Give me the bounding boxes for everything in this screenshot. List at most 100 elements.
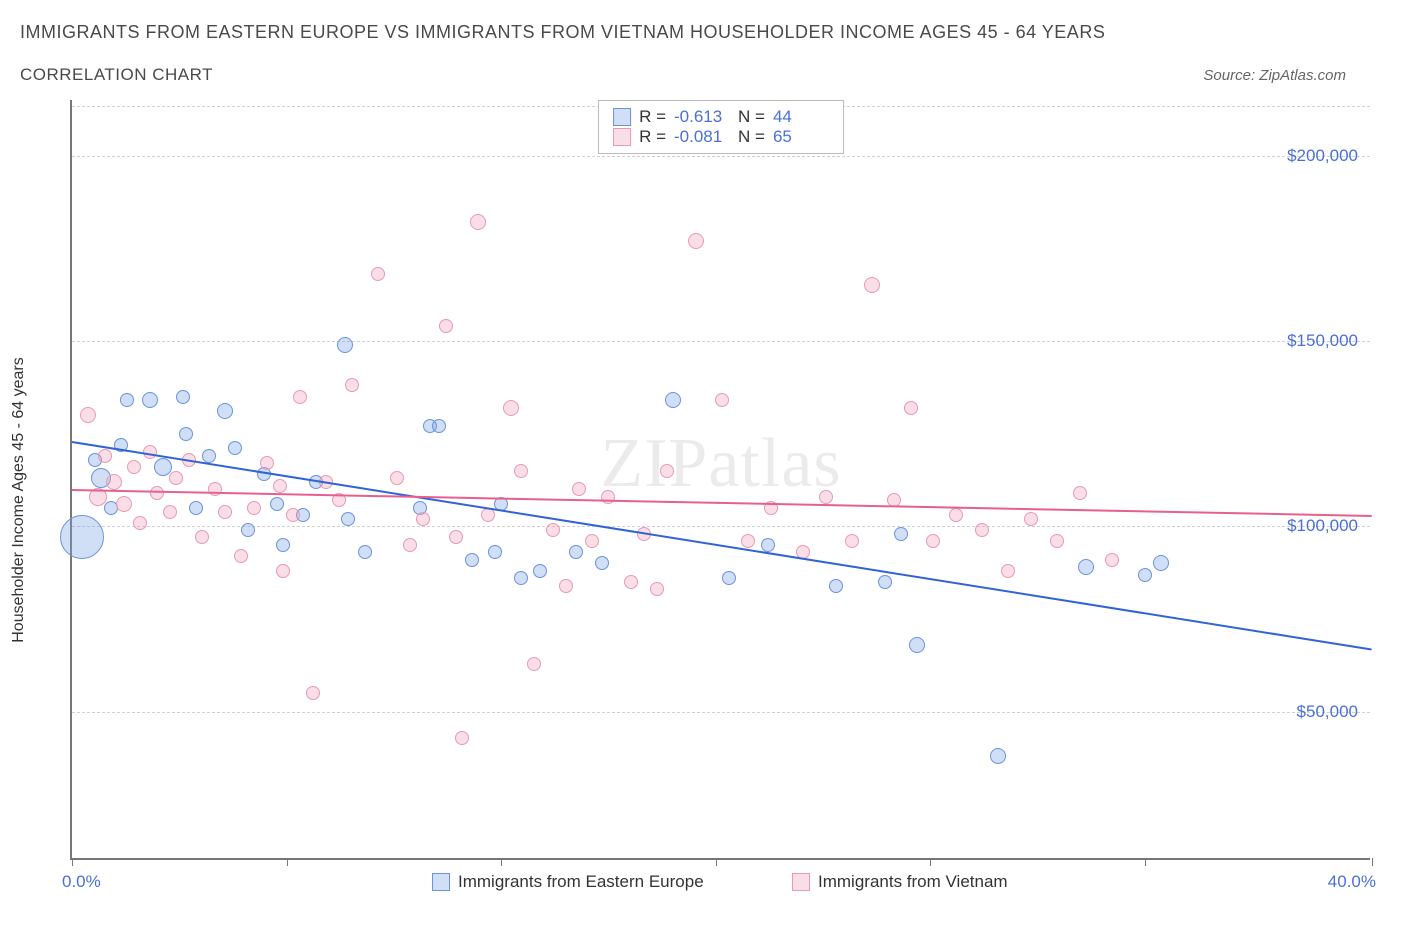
scatter-point [585, 534, 599, 548]
scatter-point [488, 545, 502, 559]
x-tick [716, 858, 717, 866]
scatter-point [990, 748, 1006, 764]
y-tick-label: $50,000 [1297, 702, 1358, 722]
scatter-point [80, 407, 96, 423]
scatter-point [286, 508, 300, 522]
scatter-point [829, 579, 843, 593]
scatter-point [169, 471, 183, 485]
gridline [72, 526, 1370, 527]
scatter-point [1073, 486, 1087, 500]
scatter-point [306, 686, 320, 700]
legend-swatch-icon [792, 873, 810, 891]
scatter-point [176, 390, 190, 404]
source-name: ZipAtlas.com [1259, 67, 1346, 84]
scatter-point [106, 474, 122, 490]
scatter-point [569, 545, 583, 559]
scatter-point [465, 553, 479, 567]
x-tick [1372, 858, 1373, 866]
scatter-point [1050, 534, 1064, 548]
y-tick-label: $150,000 [1287, 331, 1358, 351]
scatter-point [116, 496, 132, 512]
scatter-point [218, 505, 232, 519]
scatter-point [208, 482, 222, 496]
scatter-point [665, 392, 681, 408]
n-label: N = [738, 107, 765, 127]
scatter-point [904, 401, 918, 415]
chart-subtitle: CORRELATION CHART [20, 65, 213, 85]
scatter-point [455, 731, 469, 745]
scatter-point [60, 515, 104, 559]
x-tick [287, 858, 288, 866]
scatter-point [741, 534, 755, 548]
scatter-point [127, 460, 141, 474]
scatter-point [1138, 568, 1152, 582]
scatter-point [514, 571, 528, 585]
scatter-point [864, 277, 880, 293]
scatter-point [276, 564, 290, 578]
scatter-point [926, 534, 940, 548]
scatter-point [688, 233, 704, 249]
subtitle-row: CORRELATION CHART Source: ZipAtlas.com [20, 65, 1386, 85]
trend-line [72, 489, 1372, 517]
legend-label: Immigrants from Vietnam [818, 872, 1008, 892]
y-tick-label: $100,000 [1287, 516, 1358, 536]
scatter-point [949, 508, 963, 522]
scatter-point [894, 527, 908, 541]
scatter-point [358, 545, 372, 559]
scatter-point [341, 512, 355, 526]
scatter-point [660, 464, 674, 478]
source-prefix: Source: [1203, 67, 1259, 84]
correlation-legend: R = -0.613 N = 44 R = -0.081 N = 65 [598, 100, 844, 154]
scatter-point [1001, 564, 1015, 578]
chart-title: IMMIGRANTS FROM EASTERN EUROPE VS IMMIGR… [20, 22, 1386, 43]
scatter-point [1153, 555, 1169, 571]
y-axis-label: Householder Income Ages 45 - 64 years [10, 357, 28, 643]
n-value-2: 65 [773, 127, 829, 147]
scatter-point [247, 501, 261, 515]
scatter-point [228, 441, 242, 455]
scatter-point [432, 419, 446, 433]
scatter-point [403, 538, 417, 552]
chart-container: Householder Income Ages 45 - 64 years ZI… [20, 100, 1386, 910]
scatter-point [276, 538, 290, 552]
scatter-point [202, 449, 216, 463]
legend-swatch-1 [613, 108, 631, 126]
bottom-legend-1: Immigrants from Eastern Europe [432, 872, 704, 892]
scatter-point [595, 556, 609, 570]
scatter-point [217, 403, 233, 419]
scatter-point [527, 657, 541, 671]
r-label-2: R = [639, 127, 666, 147]
source-credit: Source: ZipAtlas.com [1203, 67, 1346, 84]
scatter-point [819, 490, 833, 504]
scatter-point [1024, 512, 1038, 526]
x-tick [501, 858, 502, 866]
corr-row-2: R = -0.081 N = 65 [613, 127, 829, 147]
scatter-point [503, 400, 519, 416]
scatter-point [163, 505, 177, 519]
scatter-point [439, 319, 453, 333]
scatter-point [1078, 559, 1094, 575]
y-tick-label: $200,000 [1287, 146, 1358, 166]
r-value-1: -0.613 [674, 107, 730, 127]
watermark: ZIPatlas [600, 424, 841, 504]
scatter-point [449, 530, 463, 544]
scatter-point [179, 427, 193, 441]
corr-row-1: R = -0.613 N = 44 [613, 107, 829, 127]
scatter-point [624, 575, 638, 589]
r-value-2: -0.081 [674, 127, 730, 147]
scatter-point [650, 582, 664, 596]
chart-header: IMMIGRANTS FROM EASTERN EUROPE VS IMMIGR… [0, 0, 1406, 85]
scatter-point [761, 538, 775, 552]
plot-area: ZIPatlas R = -0.613 N = 44 R = -0.081 N … [70, 100, 1370, 860]
scatter-point [189, 501, 203, 515]
x-tick [930, 858, 931, 866]
scatter-point [150, 486, 164, 500]
scatter-point [470, 214, 486, 230]
scatter-point [142, 392, 158, 408]
scatter-point [559, 579, 573, 593]
n-label-2: N = [738, 127, 765, 147]
x-min-label: 0.0% [62, 872, 101, 892]
gridline [72, 341, 1370, 342]
scatter-point [273, 479, 287, 493]
scatter-point [260, 456, 274, 470]
